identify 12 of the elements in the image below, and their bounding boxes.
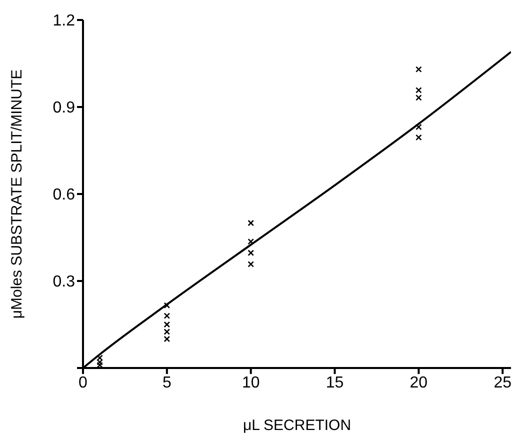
- x-tick-label: 0: [78, 374, 88, 392]
- x-tick-label: 15: [326, 374, 344, 392]
- y-tick-label: 0.9: [52, 100, 76, 117]
- x-tick-label: 20: [410, 374, 428, 392]
- x-tick-label: 25: [494, 374, 512, 392]
- x-axis-title: μL SECRETION: [242, 417, 352, 434]
- x-tick-label: 10: [242, 374, 260, 392]
- x-tick-label: 5: [162, 374, 172, 392]
- y-tick-label: 0.6: [52, 186, 76, 204]
- y-axis-title: μMoles SUBSTRATE SPLIT/MINUTE: [8, 69, 26, 319]
- y-tick-label: 0.3: [52, 274, 76, 291]
- y-tick-label: 1.2: [52, 12, 76, 30]
